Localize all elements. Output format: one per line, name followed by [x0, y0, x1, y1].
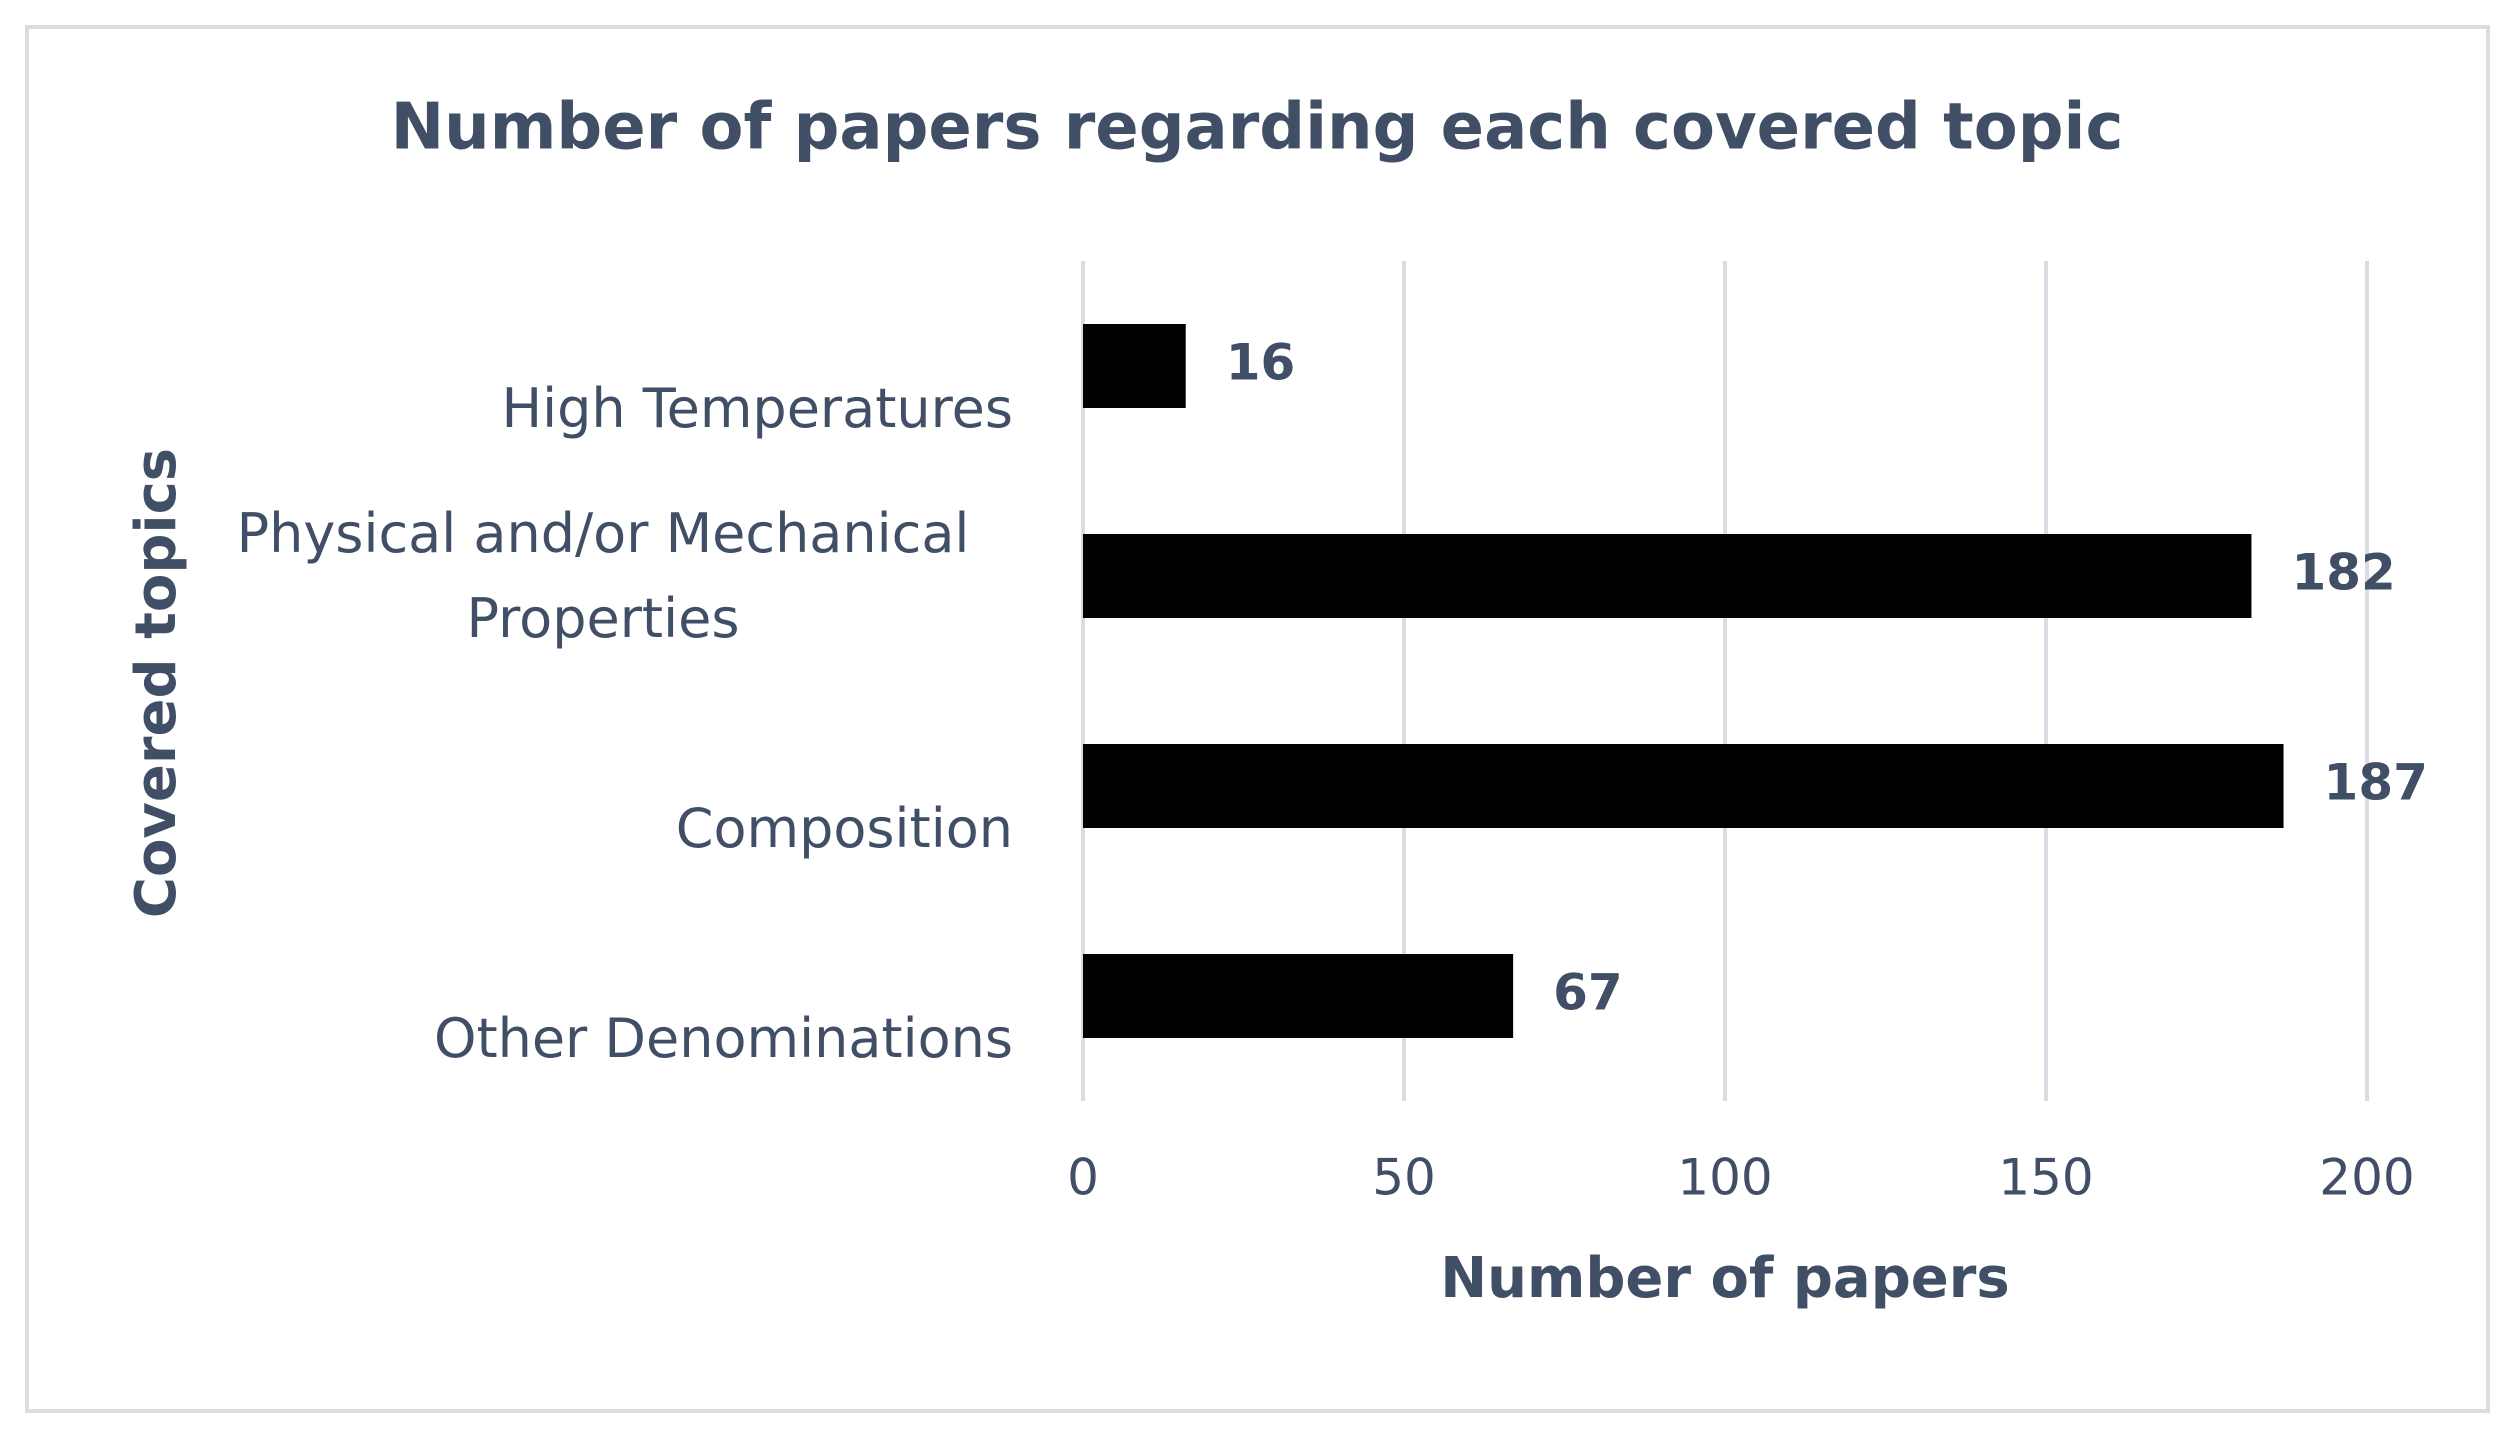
category-label-box: Physical and/or Mechanical Properties: [193, 491, 1013, 661]
category-label-box: High Temperatures: [193, 366, 1013, 451]
category-label-box: Other Denominations: [193, 996, 1013, 1081]
y-tick-label: Physical and/or Mechanical Properties: [236, 502, 970, 650]
value-label: 182: [2291, 544, 2395, 602]
y-tick-label: Composition: [675, 797, 1013, 860]
value-label: 187: [2324, 754, 2428, 812]
y-tick-label: Other Denominations: [433, 1007, 1013, 1070]
value-label: 16: [1226, 334, 1296, 392]
chart-border: [25, 25, 2490, 1413]
value-label: 67: [1553, 964, 1623, 1022]
bar: [1083, 954, 1514, 1038]
bar: [1083, 324, 1186, 408]
x-tick-label: 100: [1677, 1149, 1772, 1207]
chart-title: Number of papers regarding each covered …: [391, 91, 2124, 165]
bar: [1083, 534, 2252, 618]
y-tick-label: High Temperatures: [501, 377, 1013, 440]
category-label-box: Composition: [193, 786, 1013, 871]
x-tick-label: 150: [1998, 1149, 2093, 1207]
x-axis-title: Number of papers: [1440, 1246, 2010, 1311]
y-axis-title: Covered topics: [124, 448, 189, 918]
bar: [1083, 744, 2284, 828]
x-tick-label: 0: [1067, 1149, 1099, 1207]
x-tick-label: 50: [1372, 1149, 1436, 1207]
x-tick-label: 200: [2319, 1149, 2414, 1207]
